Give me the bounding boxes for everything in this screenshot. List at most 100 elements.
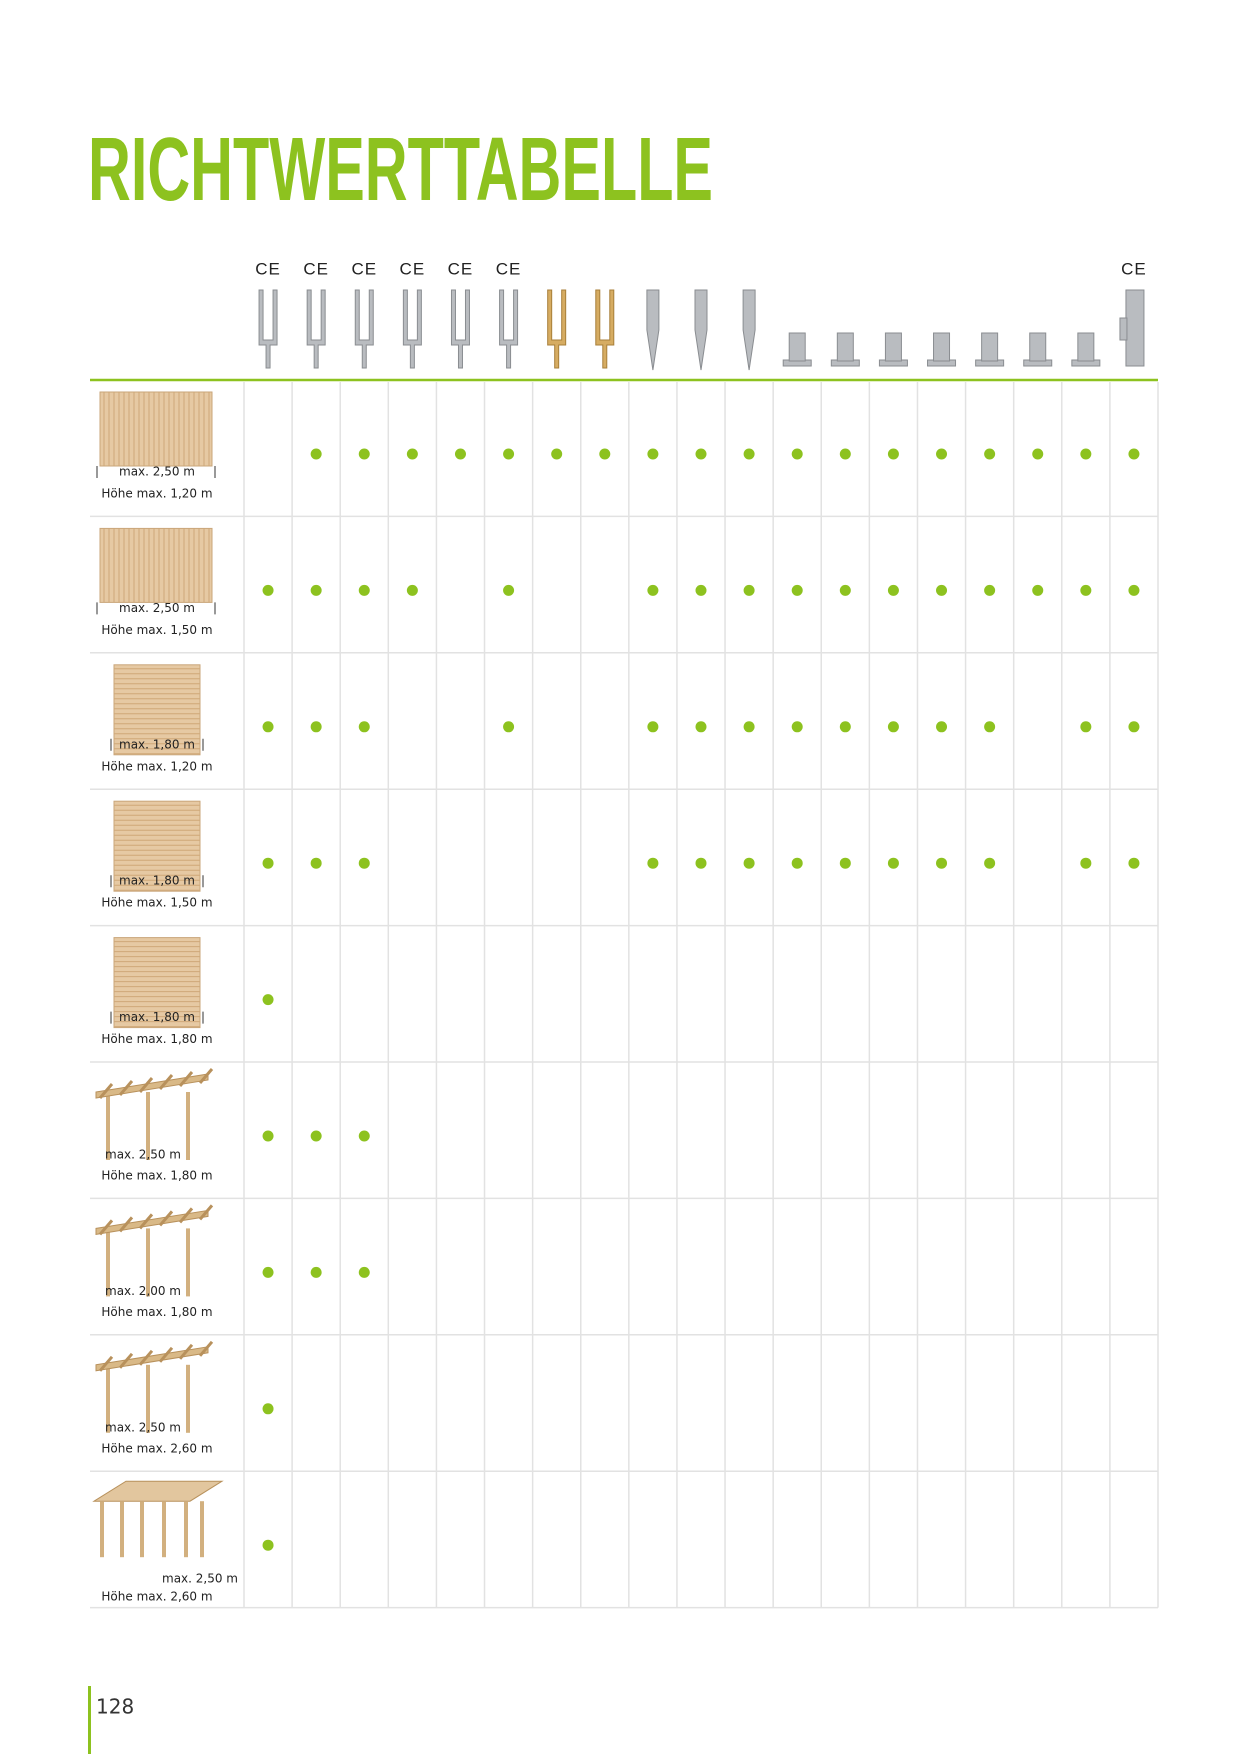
- rafter: [178, 1207, 194, 1224]
- dot: [936, 721, 948, 733]
- dot: [1128, 448, 1140, 460]
- row-width: max. 2,50 m: [119, 465, 195, 479]
- dot: [262, 1539, 274, 1551]
- dot: [695, 857, 707, 869]
- rafter: [158, 1346, 174, 1363]
- dot: [647, 448, 659, 460]
- dot: [1128, 584, 1140, 596]
- product-icon: [499, 289, 519, 369]
- dot: [887, 584, 899, 596]
- ce-mark: CE: [1121, 259, 1147, 278]
- row-thumbnail: [95, 1340, 214, 1433]
- rafter: [138, 1349, 154, 1366]
- sleeve: [981, 332, 999, 362]
- rafter: [118, 1352, 134, 1369]
- post: [106, 1228, 110, 1297]
- row-width: max. 2,00 m: [105, 1284, 181, 1298]
- dot: [984, 448, 996, 460]
- row-height: Höhe max. 1,80 m: [101, 1169, 212, 1183]
- dot: [262, 1403, 274, 1415]
- post-shoe: [450, 289, 470, 369]
- row-height: Höhe max. 2,60 m: [101, 1590, 212, 1604]
- dot: [503, 721, 515, 733]
- post-shoe: [354, 289, 374, 369]
- dot: [887, 448, 899, 460]
- post: [106, 1092, 110, 1160]
- post-shoe: [499, 289, 519, 369]
- dot: [262, 857, 274, 869]
- beams: [95, 1073, 209, 1099]
- row-thumbnail: [92, 1480, 224, 1558]
- dot: [887, 721, 899, 733]
- dot: [262, 1266, 274, 1278]
- dot: [984, 721, 996, 733]
- post: [200, 1501, 204, 1558]
- row-height: Höhe max. 1,20 m: [101, 487, 212, 501]
- ce-mark: CE: [303, 259, 329, 278]
- rafter: [178, 1343, 194, 1360]
- row-width: max. 1,80 m: [119, 1010, 195, 1024]
- dot: [887, 857, 899, 869]
- beams: [95, 1209, 209, 1235]
- row-thumbnail: [110, 664, 204, 756]
- row-height: Höhe max. 2,60 m: [101, 1441, 212, 1455]
- post: [162, 1501, 166, 1558]
- rafter: [138, 1213, 154, 1230]
- ce-mark: CE: [351, 259, 377, 278]
- beams: [95, 1346, 209, 1372]
- product-icon: [742, 289, 756, 371]
- rafter: [158, 1074, 174, 1090]
- post: [184, 1501, 188, 1558]
- ce-mark: CE: [496, 259, 522, 278]
- rafter: [198, 1340, 214, 1357]
- sleeve: [1077, 332, 1095, 362]
- spike: [742, 289, 756, 371]
- dot: [310, 448, 322, 460]
- product-icon: [878, 332, 908, 367]
- product-icon: [354, 289, 374, 369]
- dot: [791, 857, 803, 869]
- dot: [406, 584, 418, 596]
- row-thumbnail: [96, 391, 216, 478]
- dot: [743, 721, 755, 733]
- dot: [262, 1130, 274, 1142]
- product-icon: [547, 289, 567, 369]
- dot: [406, 448, 418, 460]
- row-height: Höhe max. 1,80 m: [101, 1305, 212, 1319]
- sleeve: [1125, 289, 1145, 367]
- row-thumbnail: [96, 527, 216, 615]
- dot: [743, 584, 755, 596]
- product-icon: [450, 289, 470, 369]
- dot: [358, 857, 370, 869]
- rafter: [198, 1068, 214, 1084]
- dot: [262, 721, 274, 733]
- product-icon: [402, 289, 422, 369]
- dot: [743, 448, 755, 460]
- dot: [839, 448, 851, 460]
- dot: [1128, 721, 1140, 733]
- post: [120, 1501, 124, 1558]
- dot: [791, 721, 803, 733]
- rafter: [158, 1210, 174, 1227]
- post: [146, 1364, 150, 1433]
- post: [100, 1501, 104, 1558]
- dot: [695, 721, 707, 733]
- dot: [310, 1266, 322, 1278]
- dot: [310, 857, 322, 869]
- row-thumbnail: [95, 1204, 214, 1297]
- post: [186, 1228, 190, 1297]
- row-height: Höhe max. 1,80 m: [101, 1032, 212, 1046]
- post-shoe: [547, 289, 567, 369]
- post-shoe: [258, 289, 278, 369]
- row-width: max. 2,50 m: [162, 1572, 238, 1586]
- sleeve: [933, 332, 951, 362]
- dot: [503, 584, 515, 596]
- dot: [310, 721, 322, 733]
- post-shoe: [402, 289, 422, 369]
- product-icon: [782, 332, 812, 367]
- dot: [454, 448, 466, 460]
- row-height: Höhe max. 1,20 m: [101, 759, 212, 773]
- row-height: Höhe max. 1,50 m: [101, 896, 212, 910]
- dot: [551, 448, 563, 460]
- dot: [599, 448, 611, 460]
